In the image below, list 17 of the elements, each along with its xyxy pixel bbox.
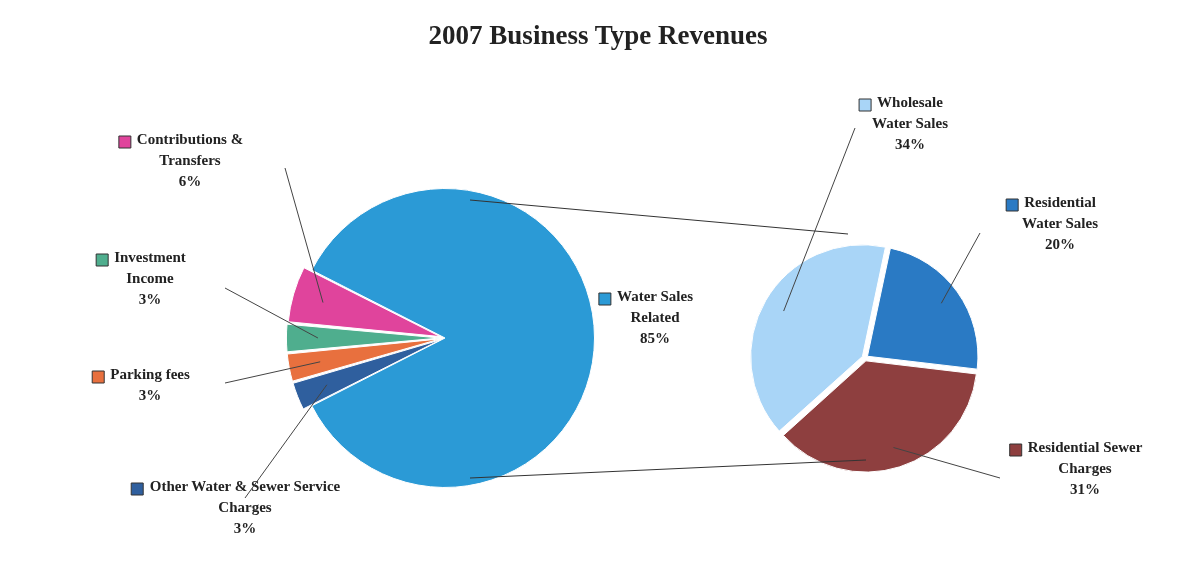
- legend-label: Investment Income: [114, 249, 186, 287]
- legend-label: Residential Sewer Charges: [1027, 439, 1143, 477]
- data-label: 6%: [178, 173, 202, 190]
- data-label: 3%: [138, 291, 162, 308]
- data-label: 34%: [895, 136, 925, 153]
- legend-label: Contributions & Transfers: [136, 131, 244, 169]
- legend-label: Water Sales Related: [617, 288, 694, 326]
- chart-title: 2007 Business Type Revenues: [427, 20, 769, 51]
- data-label: 31%: [1070, 481, 1100, 498]
- legend-label: Other Water & Sewer Service Charges: [149, 478, 341, 516]
- data-label: 3%: [138, 387, 162, 404]
- legend-label: Parking fees: [110, 366, 190, 383]
- data-label: 3%: [233, 520, 257, 537]
- data-label: 20%: [1045, 236, 1075, 253]
- legend-label: Residential Water Sales: [1022, 194, 1099, 232]
- legend-label: Wholesale Water Sales: [872, 94, 949, 132]
- data-label: 85%: [640, 330, 670, 347]
